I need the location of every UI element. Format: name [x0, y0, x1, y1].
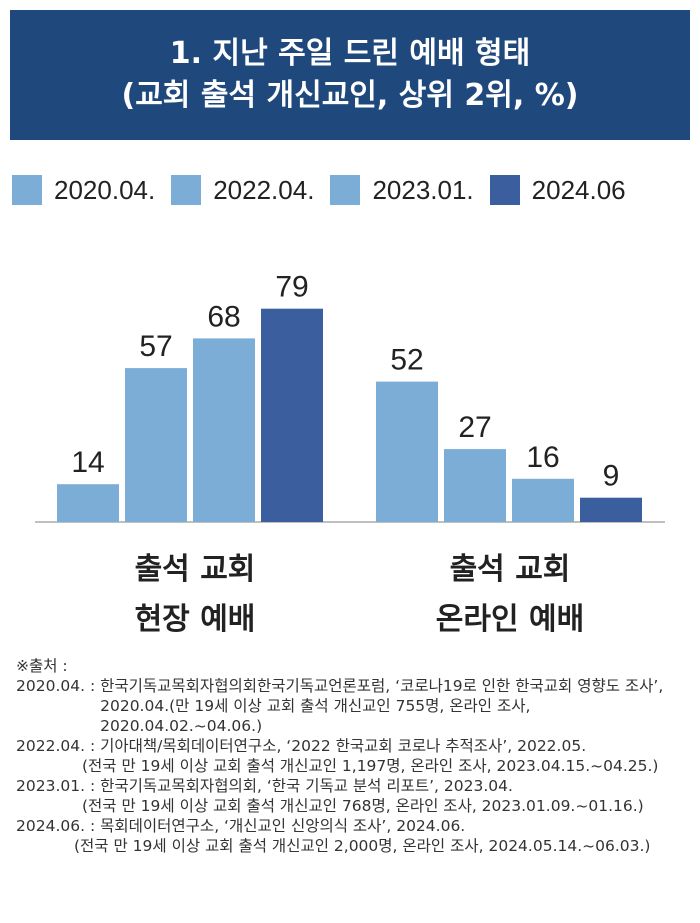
source-entry: 2024.06. : 목회데이터연구소, ‘개신교인 신앙의식 조사’, 202… — [16, 816, 686, 836]
data-label: 16 — [526, 441, 559, 474]
bar-chart: 14 57 68 79 52 27 16 9 — [35, 271, 665, 523]
bar-202204-group2 — [444, 449, 506, 522]
legend-label: 2024.06 — [531, 174, 626, 205]
legend-label: 2022.04. — [213, 174, 315, 205]
bar-202301-group1 — [193, 338, 255, 522]
bar-202004-group2 — [376, 381, 438, 522]
source-entry: 2020.04. : 한국기독교목회자협의회한국기독교언론포럼, ‘코로나19로… — [16, 676, 686, 736]
data-label: 79 — [275, 271, 308, 304]
category-label-onsite: 출석 교회 현장 예배 — [60, 545, 330, 645]
source-entry: 2022.04. : 기아대책/목회데이터연구소, ‘2022 한국교회 코로나… — [16, 736, 686, 756]
legend-label: 2020.04. — [54, 174, 156, 205]
legend-item-2024-06: 2024.06 — [489, 174, 626, 206]
data-label: 52 — [390, 344, 423, 377]
source-text: 기아대책/목회데이터연구소, ‘2022 한국교회 코로나 추적조사’, 202… — [100, 737, 587, 755]
source-detail: (전국 만 19세 이상 교회 출석 개신교인 2,000명, 온라인 조사, … — [74, 837, 651, 855]
source-detail: (전국 만 19세 이상 교회 출석 개신교인 1,197명, 온라인 조사, … — [82, 757, 659, 775]
chart-subtitle: (교회 출석 개신교인, 상위 2위, %) — [121, 78, 579, 113]
legend-swatch — [489, 175, 520, 205]
category-label-line: 출석 교회 — [134, 552, 256, 587]
legend-item-2023-01: 2023.01. — [330, 174, 474, 206]
source-key: 2022.04. : — [16, 737, 101, 755]
chart-title: 1. 지난 주일 드린 예배 형태 — [169, 36, 531, 71]
source-key: 2024.06. : — [16, 817, 101, 835]
legend: 2020.04. 2022.04. 2023.01. 2024.06 — [12, 170, 692, 210]
source-key: 2023.01. : — [16, 777, 101, 795]
bar-202406-group1 — [261, 308, 323, 522]
source-text: 목회데이터연구소, ‘개신교인 신앙의식 조사’, 2024.06. — [100, 817, 466, 835]
category-label-online: 출석 교회 온라인 예배 — [375, 545, 645, 645]
data-label: 14 — [71, 446, 104, 479]
sources-note: ※출처 : 2020.04. : 한국기독교목회자협의회한국기독교언론포럼, ‘… — [16, 656, 686, 856]
data-label: 27 — [458, 411, 491, 444]
source-detail: (전국 만 19세 이상 교회 출석 개신교인 768명, 온라인 조사, 20… — [82, 797, 644, 815]
chart-header: 1. 지난 주일 드린 예배 형태 (교회 출석 개신교인, 상위 2위, %) — [10, 10, 690, 140]
bar-202406-group2 — [580, 497, 642, 522]
legend-swatch — [330, 175, 361, 205]
legend-item-2022-04: 2022.04. — [171, 175, 314, 206]
legend-swatch — [171, 175, 202, 205]
source-key: 2020.04. : — [16, 677, 101, 695]
source-text: 한국기독교목회자협의회, ‘한국 기독교 분석 리포트’, 2023.04. — [100, 777, 513, 795]
legend-item-2020-04: 2020.04. — [12, 175, 155, 206]
bar-202204-group1 — [125, 368, 187, 522]
data-label: 9 — [603, 460, 620, 493]
legend-label: 2023.01. — [372, 174, 474, 205]
source-entry: 2023.01. : 한국기독교목회자협의회, ‘한국 기독교 분석 리포트’,… — [16, 776, 686, 796]
data-label: 57 — [139, 330, 172, 363]
bar-202301-group2 — [512, 478, 574, 522]
sources-heading: ※출처 : — [16, 657, 68, 675]
data-label: 68 — [207, 300, 240, 333]
category-label-line: 출석 교회 — [449, 552, 571, 587]
source-text: 한국기독교목회자협의회한국기독교언론포럼, ‘코로나19로 인한 한국교회 영향… — [100, 677, 664, 735]
category-label-line: 현장 예배 — [134, 602, 256, 637]
category-label-line: 온라인 예배 — [435, 602, 585, 637]
legend-swatch — [12, 175, 42, 205]
bar-202004-group1 — [57, 484, 119, 522]
